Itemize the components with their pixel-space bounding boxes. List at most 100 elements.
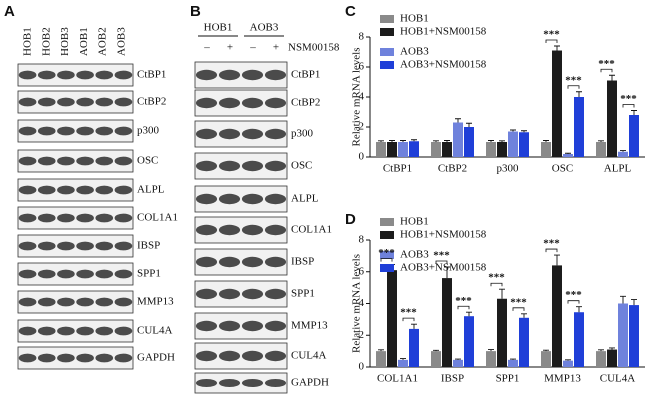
x-tick-label: CUL4A xyxy=(600,373,636,385)
protein-label: ALPL xyxy=(291,193,319,205)
blot-band xyxy=(18,70,37,80)
blot-band xyxy=(114,269,133,279)
error-bar xyxy=(466,311,472,317)
blot-band xyxy=(195,288,218,300)
bar xyxy=(574,312,584,367)
error-bar xyxy=(510,358,516,360)
blot-band xyxy=(195,379,218,387)
blot-band xyxy=(95,156,114,166)
blot-band xyxy=(18,297,37,307)
blot-band xyxy=(76,241,94,251)
significance-bracket xyxy=(545,39,558,43)
error-bar xyxy=(433,349,439,352)
x-tick-label: CtBP2 xyxy=(438,163,467,175)
error-bar xyxy=(609,74,615,81)
protein-label: CUL4A xyxy=(291,350,327,362)
blot-band xyxy=(264,256,287,268)
bar xyxy=(453,122,463,157)
bar xyxy=(596,351,606,367)
blot-band xyxy=(37,70,56,80)
blot-band xyxy=(57,126,75,136)
x-tick-label: MMP13 xyxy=(544,373,581,385)
blot-band xyxy=(95,269,114,279)
legend-swatch xyxy=(380,61,394,69)
bar xyxy=(563,154,573,157)
error-bar xyxy=(631,110,637,115)
blot-band xyxy=(76,97,94,107)
error-bar xyxy=(378,140,384,142)
blot-band xyxy=(76,297,94,307)
blot-band xyxy=(57,297,75,307)
bar xyxy=(376,351,386,367)
blot-box xyxy=(17,262,134,286)
protein-label: CtBP2 xyxy=(137,96,166,108)
y-tick-label: 0 xyxy=(359,361,365,373)
error-bar xyxy=(554,254,560,266)
blot-band xyxy=(18,353,37,363)
blot-band xyxy=(95,326,114,336)
group-label: AOB3 xyxy=(250,22,279,34)
blot-band xyxy=(18,213,37,223)
blot-band xyxy=(218,224,241,236)
blot-band xyxy=(37,126,56,136)
protein-label: COL1A1 xyxy=(137,212,178,224)
error-bar xyxy=(543,140,549,142)
treatment-sign: + xyxy=(273,42,279,54)
significance-label: *** xyxy=(620,93,637,105)
error-bar xyxy=(620,295,626,304)
significance-bracket xyxy=(490,282,503,287)
blot-box xyxy=(17,346,134,370)
protein-label: SPP1 xyxy=(291,288,315,300)
blot-band xyxy=(57,70,75,80)
error-bar xyxy=(499,288,505,299)
protein-label: p300 xyxy=(137,125,160,137)
blot-band xyxy=(57,185,75,195)
error-bar xyxy=(609,347,615,350)
protein-label: SPP1 xyxy=(137,268,161,280)
blot-band xyxy=(264,350,287,362)
bar xyxy=(376,142,386,157)
y-axis-label: Relative mRNA levels xyxy=(351,48,363,147)
blot-band xyxy=(264,128,287,140)
error-bar xyxy=(378,349,384,352)
protein-label: COL1A1 xyxy=(291,224,332,236)
y-tick-label: 2 xyxy=(359,329,365,341)
significance-label: *** xyxy=(565,289,582,301)
blot-band xyxy=(195,128,218,140)
blot-band xyxy=(264,97,287,109)
protein-label: CUL4A xyxy=(137,325,173,337)
y-tick-label: 6 xyxy=(359,61,365,73)
blot-box xyxy=(17,149,134,173)
bar xyxy=(497,298,507,367)
blot-band xyxy=(114,97,133,107)
blot-band xyxy=(18,126,37,136)
blot-box xyxy=(17,119,134,143)
panel-letter: B xyxy=(190,3,201,20)
blot-band xyxy=(114,353,133,363)
blot-band xyxy=(95,213,114,223)
significance-label: *** xyxy=(543,29,560,41)
significance-bracket xyxy=(545,248,558,253)
lane-label: HOB1 xyxy=(22,27,34,56)
bar xyxy=(453,359,463,367)
blot-band xyxy=(218,256,241,268)
bar xyxy=(596,142,606,157)
blot-band xyxy=(241,128,264,140)
protein-label: CtBP2 xyxy=(291,97,320,109)
blot-box xyxy=(17,63,134,87)
blot-band xyxy=(95,70,114,80)
lane-label: AOB1 xyxy=(78,27,90,56)
lane-label: HOB3 xyxy=(59,27,71,56)
error-bar xyxy=(455,358,461,360)
error-bar xyxy=(400,140,406,142)
blot-band xyxy=(241,256,264,268)
blot-band xyxy=(76,353,94,363)
legend-swatch xyxy=(380,28,394,36)
blot-band xyxy=(18,241,37,251)
protein-label: MMP13 xyxy=(137,296,174,308)
error-bar xyxy=(565,359,571,361)
blot-band xyxy=(18,326,37,336)
x-tick-label: ALPL xyxy=(604,163,632,175)
error-bar xyxy=(455,118,461,123)
treatment-sign: – xyxy=(203,42,210,54)
